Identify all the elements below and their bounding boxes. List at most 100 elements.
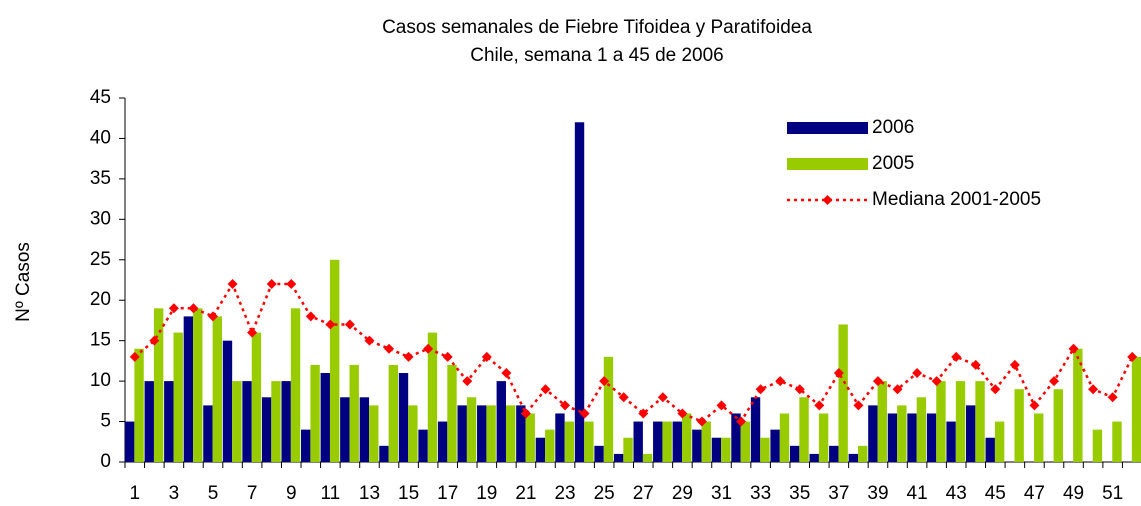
median-marker [853, 400, 864, 411]
median-marker [325, 319, 336, 330]
bar [975, 381, 985, 462]
median-marker [1029, 400, 1040, 411]
bar [486, 405, 496, 462]
bar [731, 413, 741, 462]
bar [799, 397, 809, 462]
median-marker [364, 335, 375, 346]
bar [1053, 389, 1063, 462]
bar [740, 421, 751, 462]
bar [125, 421, 135, 462]
median-marker [716, 400, 727, 411]
bar [1034, 413, 1044, 462]
bar [584, 421, 594, 462]
bar [858, 445, 868, 462]
bar [134, 348, 144, 462]
median-marker [462, 376, 473, 387]
bar [564, 421, 575, 462]
x-tick-label: 37 [828, 483, 849, 504]
bar [642, 453, 653, 462]
bar [779, 413, 790, 462]
bar [701, 421, 711, 462]
median-marker [951, 351, 962, 362]
legend-label: 2005 [872, 153, 914, 174]
x-tick-label: 25 [594, 483, 615, 504]
legend-label: Mediana 2001-2005 [872, 189, 1041, 210]
x-tick-label: 29 [672, 483, 693, 504]
x-tick-label: 45 [985, 483, 1006, 504]
bar [965, 405, 976, 462]
bar [329, 259, 340, 462]
bar [545, 429, 555, 462]
median-marker [872, 376, 883, 387]
median-marker [599, 376, 610, 387]
median-marker [755, 384, 766, 395]
bar [271, 381, 281, 462]
bar [516, 405, 526, 462]
bar [653, 421, 663, 462]
median-marker [423, 343, 434, 354]
x-tick-label: 15 [398, 483, 419, 504]
y-tick-label: 5 [100, 411, 111, 432]
bar [711, 437, 722, 462]
bar [887, 413, 898, 462]
y-axis-label: Nº Casos [13, 242, 34, 322]
y-tick-label: 35 [90, 168, 111, 189]
median-marker [1048, 376, 1059, 387]
median-marker [208, 311, 219, 322]
bar [1014, 389, 1024, 462]
bar [457, 405, 467, 462]
x-tick-label: 33 [750, 483, 771, 504]
bar [994, 421, 1005, 462]
legend-label: 2006 [872, 117, 914, 138]
x-tick-label: 27 [633, 483, 654, 504]
median-marker [129, 351, 140, 362]
x-tick-label: 3 [169, 483, 180, 504]
bar [340, 397, 350, 462]
median-marker [618, 392, 629, 403]
bar [1131, 356, 1141, 462]
x-tick-label: 35 [789, 483, 810, 504]
median-marker [1068, 343, 1079, 354]
median-marker [1009, 359, 1020, 370]
bar [212, 316, 223, 462]
bar [251, 332, 262, 462]
median-marker [520, 408, 531, 419]
bar [760, 437, 770, 462]
chart-subtitle: Chile, semana 1 a 45 de 2006 [470, 45, 724, 66]
median-marker [579, 408, 590, 419]
x-tick-label: 1 [129, 483, 140, 504]
bar [555, 413, 565, 462]
median-marker [168, 303, 179, 314]
bar [916, 397, 927, 462]
bar [261, 397, 272, 462]
bar [369, 405, 379, 462]
bar [437, 421, 448, 462]
bar [907, 413, 917, 462]
bar [633, 421, 643, 462]
bar [662, 421, 672, 462]
bar [535, 437, 546, 462]
x-tick-label: 49 [1063, 483, 1084, 504]
median-marker [912, 368, 923, 379]
y-tick-label: 40 [90, 127, 111, 148]
x-tick-label: 41 [907, 483, 928, 504]
median-marker [481, 351, 492, 362]
y-tick-label: 10 [90, 370, 111, 391]
median-marker [227, 279, 238, 290]
bar [164, 381, 174, 462]
bar [398, 373, 409, 462]
bar [613, 453, 624, 462]
bar [603, 356, 614, 462]
bar [193, 308, 203, 462]
x-tick-label: 51 [1102, 483, 1123, 504]
y-tick-label: 20 [90, 289, 111, 310]
x-tick-label: 13 [359, 483, 380, 504]
median-marker [794, 384, 805, 395]
bar [672, 421, 683, 462]
median-marker [990, 384, 1001, 395]
bar [877, 381, 887, 462]
bar [349, 364, 359, 462]
x-tick-label: 17 [437, 483, 458, 504]
median-marker [305, 311, 316, 322]
median-marker [970, 359, 981, 370]
